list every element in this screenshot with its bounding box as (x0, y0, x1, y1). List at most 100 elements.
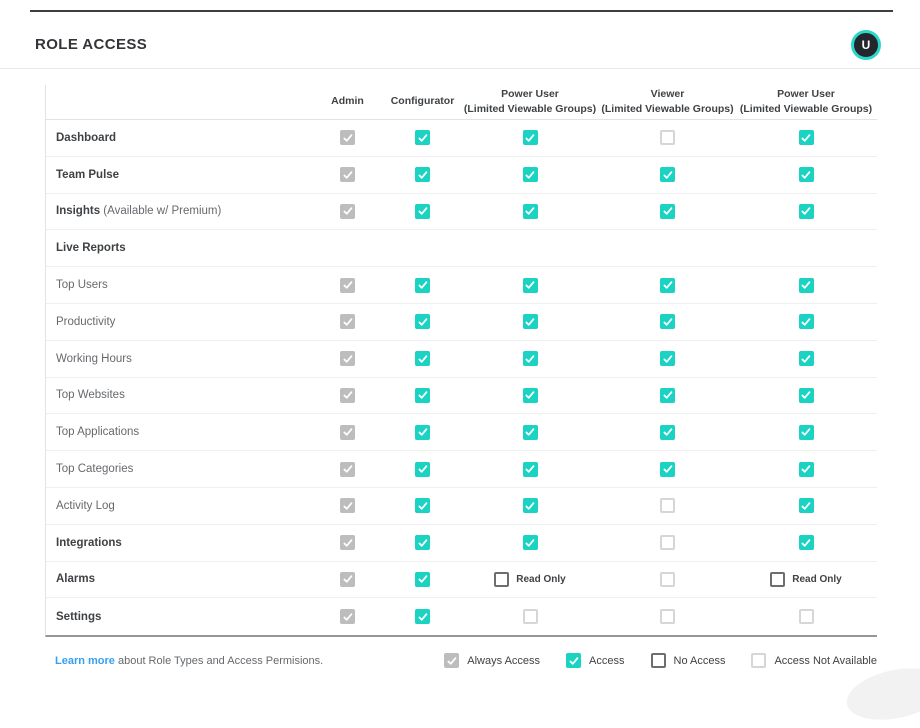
checkbox-access[interactable] (660, 424, 675, 440)
checkbox-always-access (340, 424, 355, 440)
row-label: Team Pulse (56, 168, 120, 181)
permission-cell (600, 351, 735, 367)
checkbox-access[interactable] (522, 314, 538, 330)
row-label: Working Hours (56, 352, 132, 365)
checkbox-access[interactable] (415, 424, 430, 440)
permission-cell (460, 130, 600, 146)
checkbox-access[interactable] (798, 535, 814, 551)
checkbox-access[interactable] (798, 424, 814, 440)
permission-cell (735, 498, 877, 514)
table-row-live-reports: Live Reports (46, 230, 877, 268)
permission-cell (735, 203, 877, 219)
permission-cell (735, 314, 877, 330)
checkbox-access[interactable] (798, 130, 814, 146)
checkbox-access[interactable] (415, 167, 430, 183)
checkbox-access[interactable] (415, 314, 430, 330)
checkbox-access[interactable] (798, 351, 814, 367)
checkbox-access[interactable] (522, 130, 538, 146)
checkbox-always-access (340, 571, 355, 587)
permission-cell (600, 424, 735, 440)
row-label: Top Users (56, 279, 108, 292)
checkbox-legend: Always Access Access No Access Access Not A… (444, 653, 877, 668)
permission-cell (310, 167, 385, 183)
table-row-team-pulse: Team Pulse (46, 157, 877, 194)
column-header-power-user-2: Power User (Limited Viewable Groups) (463, 87, 597, 115)
checkbox-access[interactable] (415, 130, 430, 146)
permission-cell (385, 277, 460, 293)
learn-more-link[interactable]: Learn more (55, 654, 115, 667)
column-header-configurator-1: Configurator (390, 95, 455, 108)
checkbox-access[interactable] (415, 535, 430, 551)
checkbox-access[interactable] (660, 277, 675, 293)
checkbox-access[interactable] (522, 535, 538, 551)
checkbox-access[interactable] (798, 277, 814, 293)
permission-cell (310, 609, 385, 625)
checkbox-access[interactable] (798, 387, 814, 403)
permission-cell (735, 535, 877, 551)
permission-cell (600, 571, 735, 587)
permission-cell (310, 351, 385, 367)
checkbox-access[interactable] (522, 203, 538, 219)
permission-cell (385, 387, 460, 403)
permission-cell (600, 130, 735, 146)
checkbox-access[interactable] (798, 498, 814, 514)
checkbox-access[interactable] (660, 387, 675, 403)
checkbox-access[interactable] (415, 203, 430, 219)
legend-label: No Access (673, 654, 726, 667)
checkbox-access[interactable] (522, 387, 538, 403)
legend-item-access: Access (566, 653, 625, 668)
permission-cell (310, 461, 385, 477)
table-body: Dashboard Team Pulse Insights (Available w… (46, 120, 877, 635)
checkbox-access[interactable] (566, 653, 582, 668)
checkbox-access[interactable] (415, 609, 430, 625)
checkbox-access[interactable] (522, 498, 538, 514)
checkbox-access[interactable] (798, 461, 814, 477)
permission-cell (460, 203, 600, 219)
permission-cell (385, 351, 460, 367)
learn-more-text: Learn more about Role Types and Access P… (55, 655, 323, 667)
checkbox-access[interactable] (660, 461, 675, 477)
checkbox-access[interactable] (415, 277, 430, 293)
permission-cell: Read Only (735, 571, 877, 587)
checkbox-read-only[interactable] (494, 571, 510, 587)
checkbox-always-access (340, 387, 355, 403)
checkbox-read-only[interactable] (770, 571, 786, 587)
table-row-insights: Insights (Available w/ Premium) (46, 194, 877, 231)
checkbox-access[interactable] (415, 387, 430, 403)
user-avatar[interactable]: U (851, 30, 881, 60)
checkbox-access[interactable] (415, 498, 430, 514)
checkbox-access[interactable] (415, 571, 430, 587)
permission-cell (735, 424, 877, 440)
column-header-viewer-3: Viewer (Limited Viewable Groups) (601, 87, 734, 115)
checkbox-access[interactable] (660, 203, 675, 219)
checkbox-no-access[interactable] (650, 653, 666, 668)
checkbox-access[interactable] (522, 424, 538, 440)
permission-cell (460, 351, 600, 367)
checkbox-access[interactable] (522, 167, 538, 183)
checkbox-access[interactable] (798, 167, 814, 183)
checkbox-access[interactable] (660, 314, 675, 330)
checkbox-always-access (340, 535, 355, 551)
row-label: Settings (56, 610, 102, 623)
top-border-line (30, 10, 893, 12)
checkbox-access[interactable] (415, 351, 430, 367)
legend-item-always-access: Always Access (444, 653, 540, 668)
permission-cell (310, 314, 385, 330)
permission-cell (310, 498, 385, 514)
checkbox-access[interactable] (522, 461, 538, 477)
checkbox-not-available (522, 609, 538, 625)
read-only-label: Read Only (792, 573, 842, 585)
checkbox-access[interactable] (798, 314, 814, 330)
checkbox-access[interactable] (415, 461, 430, 477)
permission-cell (735, 609, 877, 625)
checkbox-access[interactable] (660, 167, 675, 183)
checkbox-not-available (660, 571, 675, 587)
permission-cell (310, 424, 385, 440)
checkbox-always-access (340, 314, 355, 330)
table-row-top-applications: Top Applications (46, 414, 877, 452)
checkbox-access[interactable] (798, 203, 814, 219)
checkbox-access[interactable] (522, 351, 538, 367)
permission-cell: Read Only (460, 571, 600, 587)
checkbox-access[interactable] (522, 277, 538, 293)
checkbox-access[interactable] (660, 351, 675, 367)
